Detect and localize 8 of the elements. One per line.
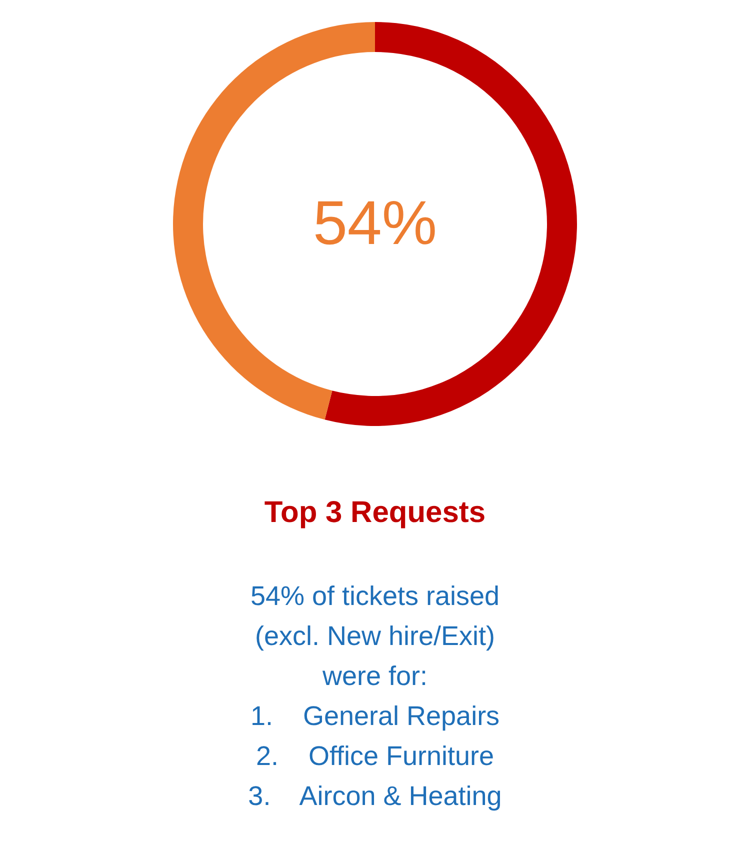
text: (excl. New hire/Exit) xyxy=(254,621,496,651)
text: 2. Office Furniture xyxy=(256,741,494,771)
text: were for: xyxy=(321,661,428,691)
text: 54% of tickets raised xyxy=(250,581,500,611)
text: 54% xyxy=(312,189,438,258)
text: 1. General Repairs xyxy=(250,701,500,731)
text: Top 3 Requests xyxy=(264,496,486,529)
text: 3. Aircon & Heating xyxy=(248,781,502,811)
